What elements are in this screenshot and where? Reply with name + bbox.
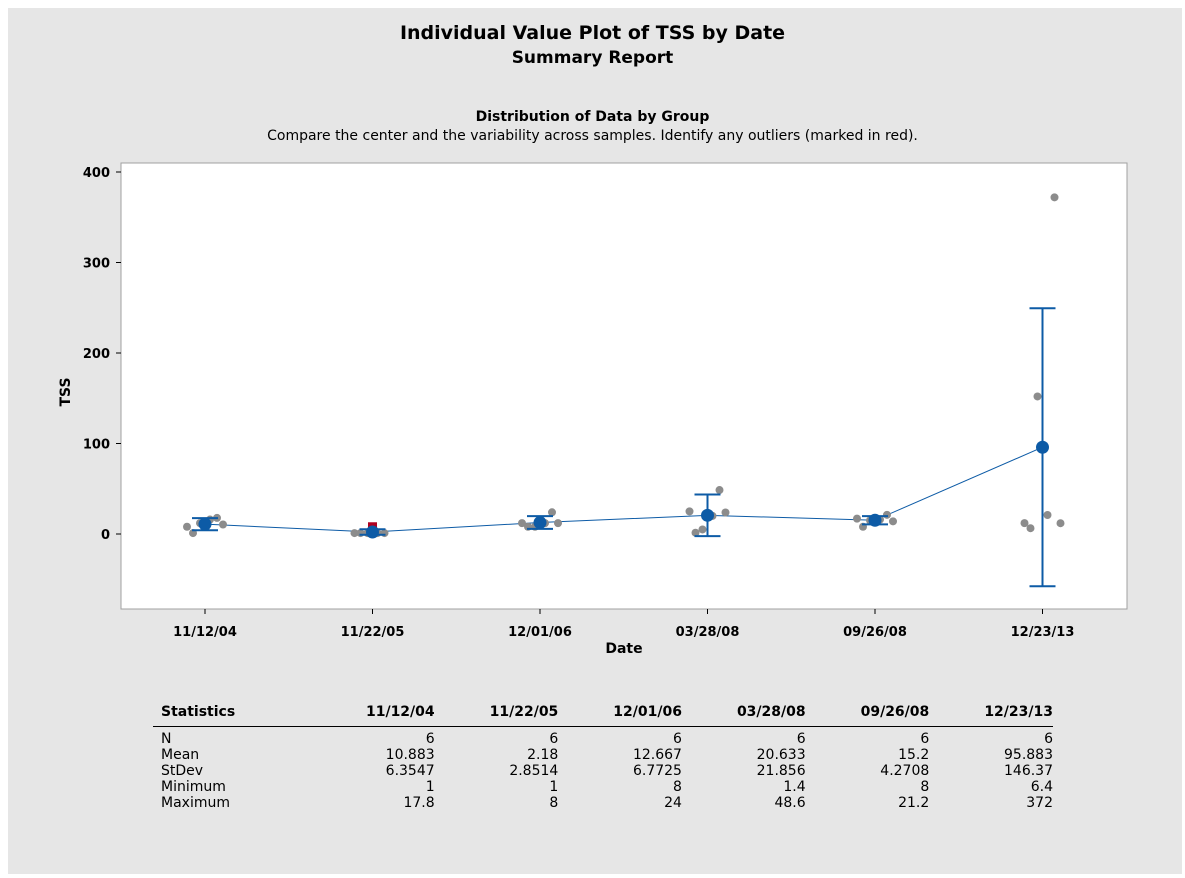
x-tick-label: 09/26/08 bbox=[843, 625, 907, 640]
y-tick-label: 0 bbox=[101, 528, 110, 543]
stats-cell: 15.2 bbox=[898, 747, 930, 763]
mean-marker bbox=[198, 517, 212, 531]
stats-cell: 8 bbox=[920, 779, 930, 795]
data-point bbox=[889, 517, 897, 526]
stats-cell: 146.37 bbox=[1004, 763, 1053, 779]
stats-header-cell: 11/12/04 bbox=[311, 700, 435, 727]
y-axis: 0 100 200 300 400 bbox=[83, 166, 121, 543]
stats-cell: 10.883 bbox=[385, 747, 435, 763]
data-point bbox=[548, 508, 556, 517]
y-axis-label: TSS bbox=[58, 377, 74, 406]
mean-connect-line bbox=[204, 446, 1043, 533]
stats-cell: 95.883 bbox=[1004, 747, 1053, 763]
stats-cell: 6.7725 bbox=[632, 763, 682, 779]
y-tick-label: 300 bbox=[83, 257, 110, 272]
x-axis-label: Date bbox=[605, 641, 642, 657]
data-point bbox=[183, 522, 191, 531]
x-tick-label: 11/12/04 bbox=[173, 625, 237, 640]
data-point bbox=[554, 519, 562, 528]
stats-cell: 24 bbox=[664, 795, 682, 811]
stats-cell: 8 bbox=[549, 795, 559, 811]
stats-cell: 1 bbox=[425, 779, 435, 795]
plot-series bbox=[183, 193, 1065, 588]
stats-header-cell: 12/23/13 bbox=[929, 700, 1053, 727]
stats-cell: 372 bbox=[1026, 795, 1053, 811]
section-subtitle: Compare the center and the variability a… bbox=[267, 128, 918, 144]
stats-row: N 6 6 6 6 6 6 bbox=[153, 727, 1053, 748]
report-title: Individual Value Plot of TSS by Date bbox=[399, 22, 786, 44]
stats-cell: 1 bbox=[549, 779, 559, 795]
individual-value-plot: 0 100 200 300 400 11/12/04 11/22/05 12/01/06 03… bbox=[58, 162, 1128, 657]
report-subtitle: Summary Report bbox=[511, 48, 674, 68]
data-point bbox=[518, 519, 526, 528]
stats-cell: N bbox=[161, 731, 172, 747]
y-tick-label: 100 bbox=[83, 438, 110, 453]
stats-cell: 2.8514 bbox=[509, 763, 559, 779]
stats-cell: 6.3547 bbox=[385, 763, 435, 779]
mean-marker bbox=[701, 508, 714, 522]
mean-marker bbox=[1036, 440, 1049, 454]
section-title: Distribution of Data by Group bbox=[475, 109, 710, 125]
stats-cell: 6 bbox=[425, 731, 435, 747]
mean-marker bbox=[868, 513, 882, 527]
stats-cell: 12.667 bbox=[632, 747, 682, 763]
stats-header-cell: 12/01/06 bbox=[558, 700, 682, 727]
data-point bbox=[1056, 519, 1065, 528]
stats-header-row: Statistics 11/12/04 11/22/05 12/01/06 03… bbox=[153, 700, 1053, 727]
stats-cell: 6 bbox=[673, 731, 682, 747]
data-point bbox=[715, 486, 724, 495]
data-point bbox=[1043, 510, 1052, 519]
data-point bbox=[1033, 392, 1042, 401]
data-point bbox=[721, 508, 730, 517]
stats-cell: 4.2708 bbox=[880, 763, 930, 779]
stats-row: Mean 10.883 2.18 12.667 20.633 15.2 95.883 bbox=[153, 747, 1053, 763]
data-point bbox=[1050, 193, 1059, 202]
stats-cell: 48.6 bbox=[774, 795, 806, 811]
stats-cell: 20.633 bbox=[756, 747, 806, 763]
stats-cell: Mean bbox=[161, 747, 200, 763]
stats-row: Maximum 17.8 8 24 48.6 21.2 372 bbox=[153, 795, 1053, 811]
stats-header-cell: 03/28/08 bbox=[681, 700, 806, 727]
mean-marker bbox=[366, 525, 379, 539]
stats-cell: 6 bbox=[1044, 731, 1053, 747]
stats-header-cell: Statistics bbox=[153, 700, 311, 727]
y-tick-label: 400 bbox=[83, 166, 110, 181]
x-tick-label: 03/28/08 bbox=[676, 625, 740, 640]
data-point bbox=[853, 514, 861, 523]
data-point bbox=[691, 528, 700, 537]
data-point bbox=[685, 507, 694, 516]
stats-cell: 6 bbox=[920, 731, 930, 747]
x-tick-label: 12/01/06 bbox=[508, 625, 572, 640]
stats-cell: 6 bbox=[796, 731, 806, 747]
stats-cell: 8 bbox=[673, 779, 682, 795]
stats-cell: StDev bbox=[161, 763, 204, 779]
data-point bbox=[219, 520, 227, 529]
stats-cell: 6 bbox=[549, 731, 559, 747]
stats-cell: Minimum bbox=[161, 779, 226, 795]
stats-header-cell: 11/22/05 bbox=[434, 700, 559, 727]
stats-row: StDev 6.3547 2.8514 6.7725 21.856 4.2708 146.3… bbox=[153, 763, 1053, 779]
stats-cell: Maximum bbox=[161, 795, 230, 811]
stats-cell: 1.4 bbox=[783, 779, 806, 795]
stats-cell: 2.18 bbox=[527, 747, 559, 763]
stats-cell: 21.856 bbox=[756, 763, 806, 779]
stats-cell: 6.4 bbox=[1030, 779, 1053, 795]
x-tick-label: 11/22/05 bbox=[341, 625, 405, 640]
data-point bbox=[698, 525, 707, 534]
stats-header-cell: 09/26/08 bbox=[805, 700, 930, 727]
data-point bbox=[1026, 524, 1035, 533]
stats-cell: 17.8 bbox=[403, 795, 435, 811]
x-axis: 11/12/04 11/22/05 12/01/06 03/28/08 09/26/08… bbox=[173, 609, 1074, 640]
data-point bbox=[380, 529, 389, 538]
plot-area bbox=[120, 162, 1128, 610]
statistics-table: Statistics 11/12/04 11/22/05 12/01/06 03… bbox=[153, 700, 1053, 811]
data-point bbox=[883, 510, 891, 519]
x-tick-label: 12/23/13 bbox=[1011, 625, 1075, 640]
y-tick-label: 200 bbox=[83, 347, 110, 362]
mean-marker bbox=[533, 516, 547, 530]
data-point bbox=[1020, 519, 1029, 528]
stats-row: Minimum 1 1 8 1.4 8 6.4 bbox=[153, 779, 1053, 795]
data-point bbox=[350, 529, 359, 538]
stats-cell: 21.2 bbox=[898, 795, 930, 811]
